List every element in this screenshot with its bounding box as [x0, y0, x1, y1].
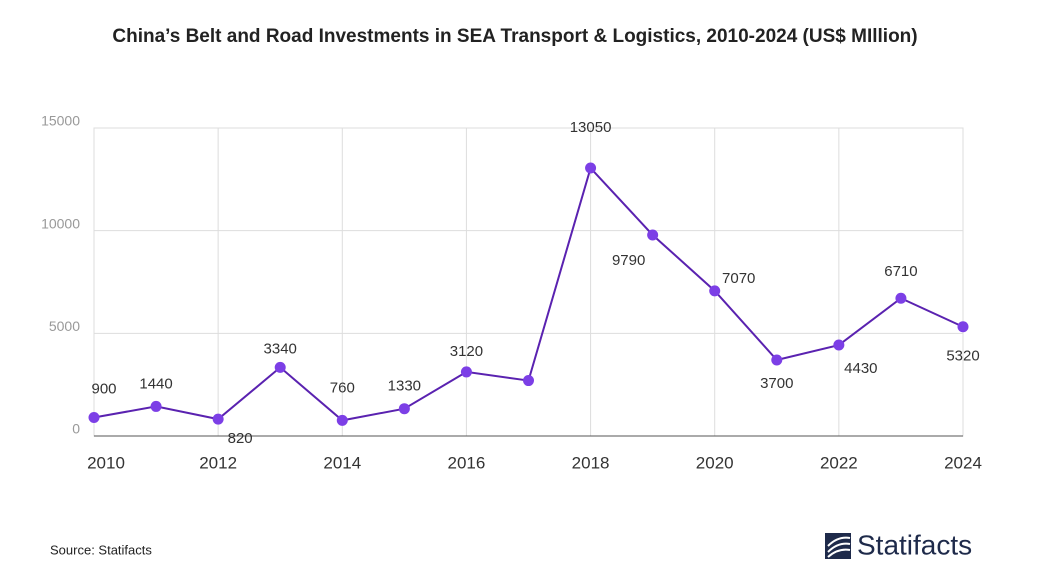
marker: [88, 412, 100, 424]
marker: [336, 414, 348, 426]
brand-name: Statifacts: [857, 529, 972, 560]
x-tick-label: 2022: [820, 453, 858, 472]
marker: [398, 403, 410, 415]
y-tick-label: 15000: [41, 113, 80, 129]
logo-lines: [827, 536, 851, 558]
value-label: 1440: [139, 375, 172, 392]
y-tick-label: 5000: [49, 318, 80, 334]
marker: [647, 229, 659, 241]
value-label: 3700: [760, 375, 793, 392]
value-label: 1330: [388, 378, 421, 395]
value-label: 900: [91, 380, 116, 397]
marker: [957, 321, 969, 333]
marker: [833, 339, 845, 351]
chart-title: China’s Belt and Road Investments in SEA…: [112, 26, 917, 47]
value-label: 820: [228, 430, 253, 447]
value-label: 3120: [450, 343, 483, 360]
x-tick-label: 2020: [696, 453, 734, 472]
x-tick-label: 2016: [448, 453, 486, 472]
y-tick-label: 10000: [41, 215, 80, 231]
value-label: 6710: [884, 263, 917, 280]
source: Source: Statifacts: [50, 542, 152, 557]
plot-border: [93, 127, 964, 437]
x-tick-label: 2012: [199, 453, 237, 472]
x-tick-label: 2010: [87, 453, 125, 472]
marker: [212, 413, 224, 425]
marker: [523, 375, 534, 387]
marker: [585, 162, 597, 174]
value-label: 5320: [946, 348, 979, 365]
value-label: 9790: [612, 252, 645, 269]
x-tick-label: 2018: [572, 453, 610, 472]
marker: [274, 361, 286, 373]
brand-logo: Statifacts: [825, 529, 972, 560]
value-label: 3340: [264, 340, 297, 357]
x-tick-label: 2024: [944, 453, 982, 472]
value-label: 13050: [570, 119, 612, 136]
x-tick-label: 2014: [323, 453, 361, 472]
value-label: 4430: [844, 360, 877, 377]
marker: [895, 292, 907, 304]
marker: [460, 366, 472, 378]
marker: [709, 285, 721, 297]
y-tick-label: 0: [72, 421, 80, 437]
value-label: 7070: [722, 270, 755, 287]
marker: [150, 400, 162, 412]
value-label: 760: [330, 379, 355, 396]
marker: [771, 354, 783, 366]
